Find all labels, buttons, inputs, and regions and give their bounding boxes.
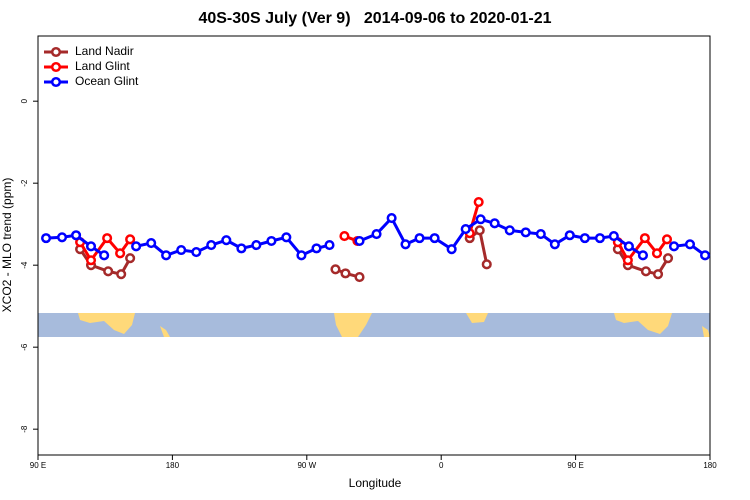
data-point <box>221 235 232 246</box>
data-point <box>56 232 68 243</box>
chart-title: 40S-30S July (Ver 9) 2014-09-06 to 2020-… <box>198 10 551 27</box>
data-point <box>206 240 217 251</box>
data-point <box>103 266 114 277</box>
data-point <box>564 230 575 241</box>
data-point <box>176 244 187 256</box>
data-point <box>661 234 673 245</box>
y-tick-label: -2 <box>20 179 29 187</box>
data-point <box>266 235 277 247</box>
data-point <box>236 243 247 254</box>
data-point <box>354 235 365 247</box>
data-point <box>125 234 136 245</box>
data-point <box>251 240 262 251</box>
x-tick-label: 90 E <box>30 461 46 470</box>
data-point <box>386 212 397 224</box>
data-point <box>473 196 484 208</box>
data-point <box>489 218 500 229</box>
data-point <box>99 250 110 261</box>
x-tick-label: 90 E <box>567 461 583 470</box>
data-point <box>400 239 411 250</box>
data-point <box>85 255 97 266</box>
x-axis-label: Longitude <box>349 476 402 490</box>
x-tick-label: 180 <box>166 461 180 470</box>
data-point <box>622 255 633 266</box>
data-point <box>429 233 440 244</box>
legend-label: Land Nadir <box>75 44 134 58</box>
data-point <box>161 250 172 261</box>
data-point <box>668 241 680 252</box>
data-point <box>639 233 650 244</box>
series-line <box>468 201 481 234</box>
y-axis-label: XCO2 - MLO trend (ppm) <box>0 178 14 313</box>
data-point <box>296 250 307 261</box>
x-tick-label: 90 W <box>297 461 316 470</box>
legend-label: Land Glint <box>75 59 130 73</box>
data-point <box>354 272 365 283</box>
data-point <box>131 241 142 252</box>
y-tick-label: -8 <box>20 425 29 433</box>
data-point <box>700 250 711 261</box>
data-point <box>41 233 52 244</box>
legend-label: Ocean Glint <box>75 74 139 88</box>
data-point <box>652 269 664 280</box>
data-point <box>474 225 485 236</box>
data-point <box>475 214 486 225</box>
y-tick-label: -6 <box>20 343 29 351</box>
data-point <box>414 233 425 244</box>
data-point <box>324 240 335 251</box>
data-point <box>608 231 619 242</box>
data-point <box>640 266 651 277</box>
data-point <box>115 248 126 259</box>
legend-marker <box>50 76 62 88</box>
data-point <box>116 269 127 280</box>
data-point <box>535 228 546 240</box>
data-point <box>549 239 560 250</box>
data-point <box>460 224 471 235</box>
map-strip <box>38 313 710 337</box>
plot-frame <box>37 35 711 456</box>
data-point <box>504 225 515 236</box>
data-point <box>146 237 157 249</box>
data-point <box>684 239 696 250</box>
data-point <box>339 231 350 242</box>
data-point <box>191 247 202 258</box>
data-point <box>446 244 457 255</box>
data-point <box>623 241 634 252</box>
data-point <box>579 233 590 244</box>
data-point <box>85 241 97 252</box>
data-point <box>651 248 663 259</box>
data-point <box>281 232 292 243</box>
data-point <box>594 233 605 244</box>
legend-marker <box>50 61 62 73</box>
data-point <box>71 230 82 241</box>
data-point <box>340 268 351 279</box>
data-point <box>102 233 113 244</box>
data-point <box>125 253 136 264</box>
data-point <box>662 253 674 264</box>
x-tick-label: 180 <box>703 461 717 470</box>
y-tick-label: 0 <box>20 98 29 103</box>
data-point <box>311 243 322 254</box>
data-point <box>481 259 492 270</box>
legend-marker <box>50 46 62 58</box>
data-point <box>637 250 648 261</box>
x-tick-label: 0 <box>439 461 444 470</box>
data-point <box>371 228 382 240</box>
y-tick-label: -4 <box>20 261 29 269</box>
data-point <box>520 227 531 238</box>
data-point <box>330 264 341 275</box>
